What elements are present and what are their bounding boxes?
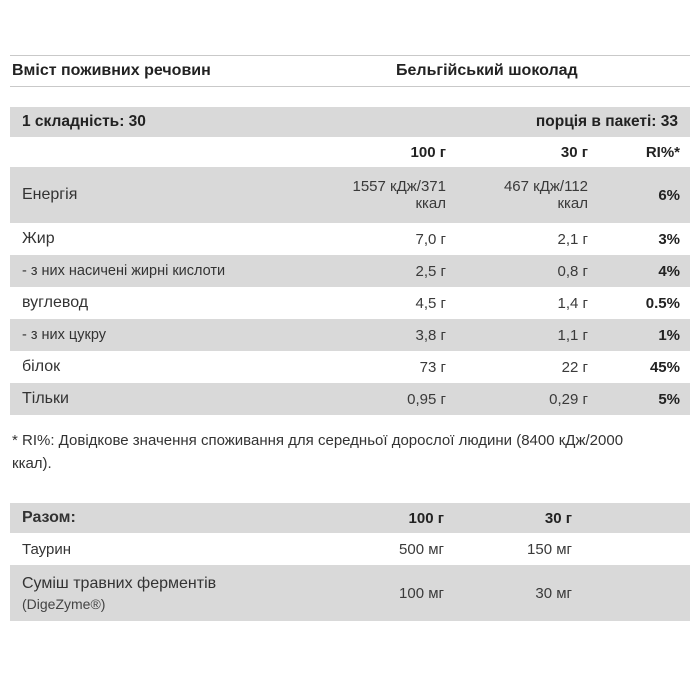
- flavor-column-title: Бельгійський шоколад: [396, 62, 578, 79]
- nutrient-label: Тільки: [22, 390, 69, 407]
- ingredient-label-group: Суміш травних ферментів (DigeZyme®): [22, 575, 322, 612]
- value-100g: 7,0 г: [415, 230, 447, 248]
- ri-value: 1%: [658, 326, 680, 344]
- value-100g: 1557 кДж/371 ккал: [352, 178, 447, 212]
- table-row: Суміш травних ферментів (DigeZyme®) 100 …: [10, 565, 690, 621]
- nutrition-panel: Вміст поживних речовин Бельгійський шоко…: [10, 55, 690, 621]
- value-100g: 100 мг: [399, 584, 444, 602]
- ri-value: 4%: [658, 262, 680, 280]
- value-30g: 1,4 г: [557, 294, 589, 312]
- table-row: Енергія 1557 кДж/371 ккал 467 кДж/112 кк…: [10, 167, 690, 223]
- table-row: Таурин 500 мг 150 мг: [10, 533, 690, 565]
- column-header-100g: 100 г: [410, 143, 446, 161]
- value-30g: 2,1 г: [557, 230, 589, 248]
- value-30g: 150 мг: [527, 540, 572, 558]
- value-30g: 467 кДж/112 ккал: [503, 178, 588, 212]
- ri-footnote: * RI%: Довідкове значення споживання для…: [12, 432, 624, 472]
- nutrition-table-header: Вміст поживних речовин Бельгійський шоко…: [10, 55, 690, 87]
- servings-per-pack-label: порція в пакеті: 33: [535, 113, 678, 130]
- value-100g: 73 г: [419, 358, 446, 376]
- nutrient-label: Енергія: [22, 186, 78, 203]
- table-row: вуглевод 4,5 г 1,4 г 0.5%: [10, 287, 690, 319]
- value-30g: 1,1 г: [557, 326, 589, 344]
- nutrient-label: - з них насичені жирні кислоти: [22, 263, 226, 279]
- ri-value: 6%: [658, 186, 680, 204]
- nutrient-label: - з них цукру: [22, 327, 106, 343]
- value-30g: 30 мг: [535, 584, 572, 602]
- ri-value: 3%: [658, 230, 680, 248]
- ri-value: 45%: [649, 358, 680, 376]
- supplement-header-label: Разом:: [22, 509, 76, 526]
- value-30g: 22 г: [561, 358, 588, 376]
- ingredient-label: Таурин: [22, 540, 71, 558]
- value-100g: 3,8 г: [415, 326, 447, 344]
- ingredient-label: Суміш травних ферментів: [22, 574, 217, 592]
- table-row: Жир 7,0 г 2,1 г 3%: [10, 223, 690, 255]
- column-header-ri: RI%*: [645, 143, 680, 161]
- value-100g: 2,5 г: [415, 262, 447, 280]
- nutrition-table-title: Вміст поживних речовин: [12, 62, 211, 79]
- table-row: Тільки 0,95 г 0,29 г 5%: [10, 383, 690, 415]
- column-header-100g: 100 г: [408, 509, 444, 527]
- table-row: - з них цукру 3,8 г 1,1 г 1%: [10, 319, 690, 351]
- nutrient-label: білок: [22, 358, 61, 375]
- table-row: - з них насичені жирні кислоти 2,5 г 0,8…: [10, 255, 690, 287]
- servings-row: 1 складність: 30 порція в пакеті: 33: [10, 107, 690, 137]
- value-100g: 0,95 г: [407, 390, 446, 408]
- supplement-table: Разом: 100 г 30 г Таурин 500 мг 150 мг С…: [10, 503, 690, 621]
- value-30g: 0,8 г: [557, 262, 589, 280]
- nutrient-label: Жир: [22, 230, 55, 247]
- serving-size-label: 1 складність: 30: [22, 113, 146, 130]
- ingredient-sublabel: (DigeZyme®): [22, 595, 106, 612]
- column-header-30g: 30 г: [560, 143, 588, 161]
- value-100g: 4,5 г: [415, 294, 447, 312]
- value-100g: 500 мг: [399, 540, 444, 558]
- ri-value: 5%: [658, 390, 680, 408]
- supplement-header-row: Разом: 100 г 30 г: [10, 503, 690, 533]
- table-row: білок 73 г 22 г 45%: [10, 351, 690, 383]
- ri-value: 0.5%: [645, 294, 680, 312]
- value-30g: 0,29 г: [549, 390, 588, 408]
- column-header-30g: 30 г: [544, 509, 572, 527]
- column-header-row: 100 г 30 г RI%*: [10, 137, 690, 167]
- nutrient-label: вуглевод: [22, 294, 89, 311]
